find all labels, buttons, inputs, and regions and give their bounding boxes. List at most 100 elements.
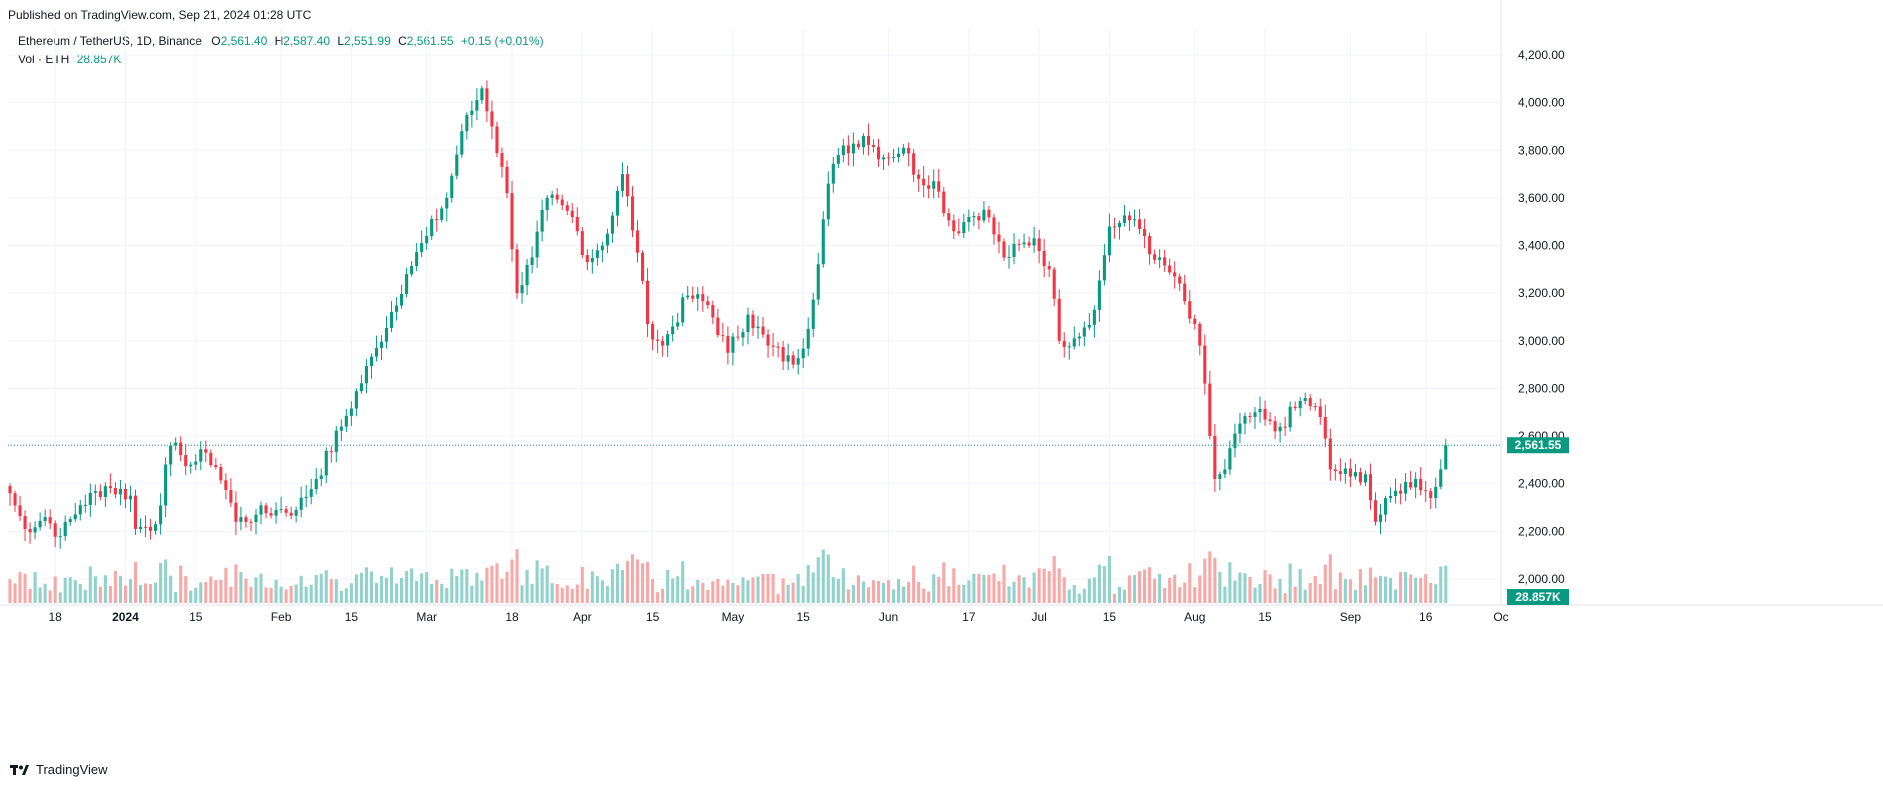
candle-body [279,509,283,511]
candle-body [1188,301,1192,319]
volume-bar [1062,577,1066,603]
tradingview-brand: TradingView [36,762,108,777]
candle-body [369,356,374,367]
volume-bar [43,583,47,603]
candle-body [234,502,238,522]
x-tick-label: Feb [271,610,292,624]
candle-body [219,467,223,481]
candle-body [947,213,951,221]
x-tick-label: 18 [505,610,519,624]
volume-bar [676,576,680,603]
volume-bar [455,576,459,603]
tradingview-footer[interactable]: TradingView [10,762,108,777]
candle-body [927,185,931,189]
candle-body [1248,416,1252,418]
volume-bar [766,574,770,603]
candle-body [676,322,680,327]
volume-bar [244,578,248,603]
candle-body [1298,400,1302,409]
volume-bar [1263,570,1267,603]
candle-body [1258,408,1262,413]
candle-body [1047,266,1051,270]
candle-body [942,191,946,214]
x-tick-label: Apr [573,610,592,624]
candle-body [515,249,519,294]
candle-body [937,181,941,192]
candle-body [244,517,248,522]
volume-bar [927,591,931,603]
volume-bar [304,586,308,603]
volume-bar [1348,579,1352,603]
volume-bar [1258,583,1262,603]
volume-bar [475,572,479,603]
candle-body [354,391,358,409]
candle-body [128,495,133,500]
volume-bar [942,562,946,603]
volume-bar [731,583,735,603]
candle-body [1112,226,1117,228]
volume-bar [1127,575,1132,603]
volume-bar [359,572,363,603]
candle-body [1122,215,1127,223]
candle-body [1353,472,1357,477]
volume-bar [254,577,258,603]
volume-bar [1218,572,1222,603]
volume-bar [450,568,454,603]
candle-body [209,452,213,466]
candle-body [1143,228,1147,237]
volume-bar [1273,588,1277,603]
volume-bar [781,578,785,603]
candle-body [625,174,630,197]
volume-bar [118,576,123,603]
candle-body [871,145,876,147]
volume-bar [189,590,193,603]
candle-body [736,336,740,338]
volume-bar [1168,577,1172,603]
volume-bar [1143,569,1147,603]
candle-body [902,147,906,154]
candle-body [1223,469,1227,475]
candle-body [706,301,710,306]
volume-bar [149,584,153,603]
volume-bar [8,579,12,603]
volume-bar [294,584,298,603]
volume-bar [1002,564,1006,603]
volume-bar [796,573,800,603]
volume-bar [23,573,27,603]
volume-bar [957,584,961,603]
candle-body [1434,486,1438,499]
volume-bar [1323,564,1327,603]
candle-body [118,488,123,495]
candle-body [73,514,77,520]
symbol-legend[interactable]: Ethereum / TetherUS, 1D, Binance O2,561.… [18,34,544,48]
volume-bar [1378,575,1383,603]
candle-body [259,505,263,515]
candle-body [83,504,87,506]
candle-body [781,347,785,362]
candle-body [1273,421,1277,432]
candle-body [1228,448,1232,470]
candle-body [952,220,956,232]
volume-bar [1097,564,1101,603]
candle-body [1348,468,1352,477]
candle-body [716,317,720,336]
candle-body [555,194,559,200]
candle-body [630,196,635,231]
volume-bar [289,585,293,603]
candle-body [430,218,434,237]
candle-body [801,348,805,359]
volume-bar [1208,551,1212,603]
y-tick-label: 4,000.00 [1518,96,1565,110]
volume-bar [846,589,850,603]
candle-body [661,340,665,346]
candle-body [18,505,22,517]
volume-bar [620,569,625,603]
candle-body [465,114,469,132]
volume-badge-text: 28.857K [1515,590,1561,604]
candle-body [590,258,594,263]
candle-body [1373,500,1378,522]
candle-body [189,464,193,467]
volume-bar [460,569,464,603]
volume-bar [394,583,399,603]
